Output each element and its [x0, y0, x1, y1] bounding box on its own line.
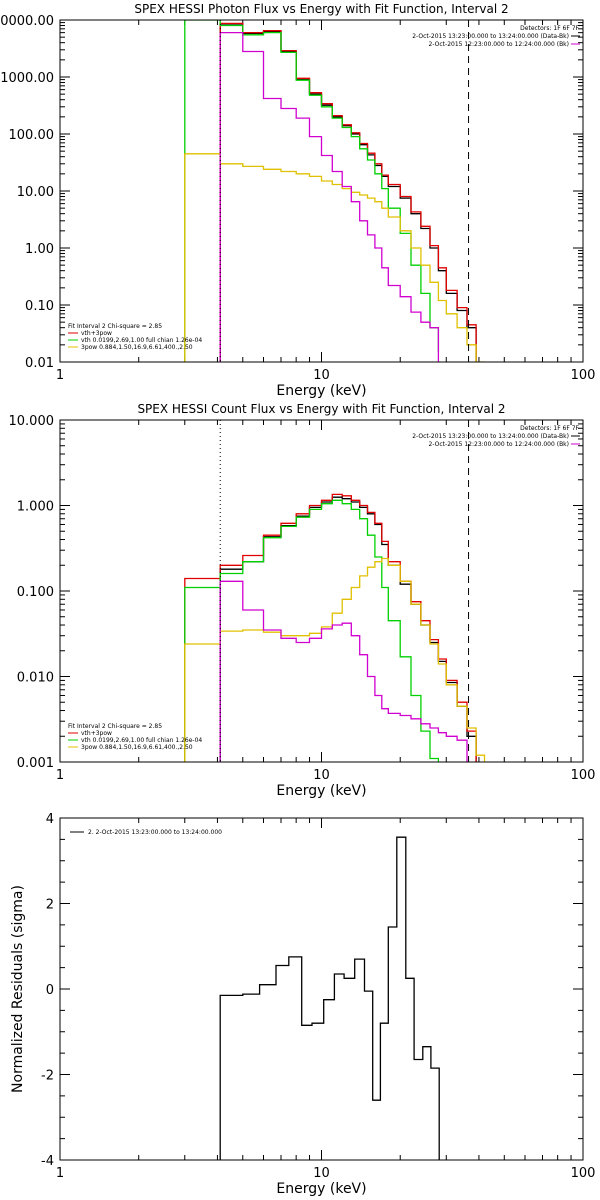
- y-tick-label: 10.000: [9, 414, 55, 429]
- y-tick-label: 0.100: [17, 585, 54, 600]
- y-tick-label: 0.10: [25, 299, 54, 314]
- y-tick-label: -2: [41, 1069, 54, 1084]
- plot-frame: [59, 419, 584, 763]
- y-axis-label: Normalized Residuals (sigma): [10, 885, 26, 1093]
- x-tick-label: 10: [313, 1166, 330, 1181]
- x-tick-label: 1: [56, 1166, 64, 1181]
- y-tick-label: 0.001: [17, 756, 54, 771]
- chart-title: SPEX HESSI Count Flux vs Energy with Fit…: [137, 402, 505, 416]
- series-line-0: [219, 496, 477, 762]
- legend-entry: 3pow 0.884,1.50,16.9,6.61,400.,2.50: [81, 744, 193, 751]
- residuals-chart: 1 10 100 -4 -2 0 2 4 Energy (keV) Normalized Resi…: [10, 812, 595, 1197]
- photon-flux-chart: SPEX HESSI Photon Flux vs Energy with Fi…: [0, 2, 595, 399]
- chart-title: SPEX HESSI Photon Flux vs Energy with Fi…: [134, 2, 508, 16]
- legend-entry: vth+3pow: [81, 730, 112, 737]
- series-line-0: [219, 23, 477, 362]
- legend-entry: vth 0.0199,2.69,1.00 full chian 1.26e-04: [81, 337, 202, 344]
- x-tick-label: 100: [571, 1166, 596, 1181]
- y-tick-label: 1000.00: [0, 71, 54, 86]
- y-tick-label: 10.00: [17, 185, 54, 200]
- y-tick-label: -4: [41, 1154, 54, 1169]
- series-line-2: [184, 499, 440, 762]
- x-axis-label: Energy (keV): [276, 1181, 366, 1197]
- legend-bk: 2-Oct-2015 12:23:00.000 to 12:24:00.000 …: [429, 441, 570, 448]
- legend-bk: 2-Oct-2015 12:23:00.000 to 12:24:00.000 …: [429, 41, 570, 48]
- x-axis-label: Energy (keV): [276, 383, 366, 399]
- series-line-3: [184, 153, 486, 362]
- x-minor-ticks: [138, 818, 572, 1160]
- y-tick-label: 0: [46, 983, 54, 998]
- series-line-4: [219, 580, 468, 762]
- legend-entry: 3pow 0.884,1.50,16.9,6.61,400.,2.50: [81, 344, 193, 351]
- plot-area: [219, 836, 440, 1160]
- series-line-0: [219, 836, 440, 1160]
- plot-frame: [59, 19, 584, 363]
- legend-fit-interval: Fit Interval 2 Chi-square = 2.85: [68, 723, 162, 730]
- count-flux-chart: SPEX HESSI Count Flux vs Energy with Fit…: [9, 402, 596, 799]
- legend-data-bk: 2-Oct-2015 13:23:00.000 to 13:24:00.000 …: [412, 33, 569, 40]
- y-minor-ticks: [60, 423, 583, 737]
- y-minor-ticks: [60, 817, 583, 1161]
- legend-detectors: Detectors: 1F 6F 7F: [520, 25, 579, 32]
- x-tick-label: 10: [313, 768, 330, 783]
- y-tick-label: 1.00: [25, 242, 54, 257]
- x-tick-label: 100: [571, 768, 596, 783]
- series-line-1: [219, 22, 477, 362]
- legend-entry: 2. 2-Oct-2015 13:23:00.000 to 13:24:00.0…: [88, 829, 222, 836]
- legend-detectors: Detectors: 1F 6F 7F: [520, 425, 579, 432]
- x-tick-label: 1: [56, 368, 64, 383]
- y-tick-label: 0.01: [25, 356, 54, 371]
- x-tick-label: 10: [313, 368, 330, 383]
- y-minor-ticks: [60, 22, 583, 346]
- legend-entry: vth 0.0199,2.69,1.00 full chian 1.26e-04: [81, 737, 202, 744]
- plot-frame: [59, 817, 584, 1161]
- legend-entry: vth+3pow: [81, 330, 112, 337]
- plot-area: [184, 493, 486, 762]
- x-minor-ticks: [138, 420, 572, 762]
- y-tick-label: 4: [46, 812, 54, 827]
- legend-data-bk: 2-Oct-2015 13:23:00.000 to 13:24:00.000 …: [412, 433, 569, 440]
- y-tick-label: 2: [46, 898, 54, 913]
- y-tick-label: 0.010: [17, 671, 54, 686]
- y-tick-label: 100.00: [9, 128, 55, 143]
- x-tick-label: 100: [571, 368, 596, 383]
- y-tick-label: 0000.00: [0, 14, 54, 29]
- legend-fit-interval: Fit Interval 2 Chi-square = 2.85: [68, 323, 162, 330]
- x-axis-label: Energy (keV): [276, 783, 366, 799]
- x-tick-label: 1: [56, 768, 64, 783]
- plot-area: [184, 20, 486, 362]
- series-line-4: [219, 31, 440, 362]
- y-tick-label: 1.000: [17, 500, 54, 515]
